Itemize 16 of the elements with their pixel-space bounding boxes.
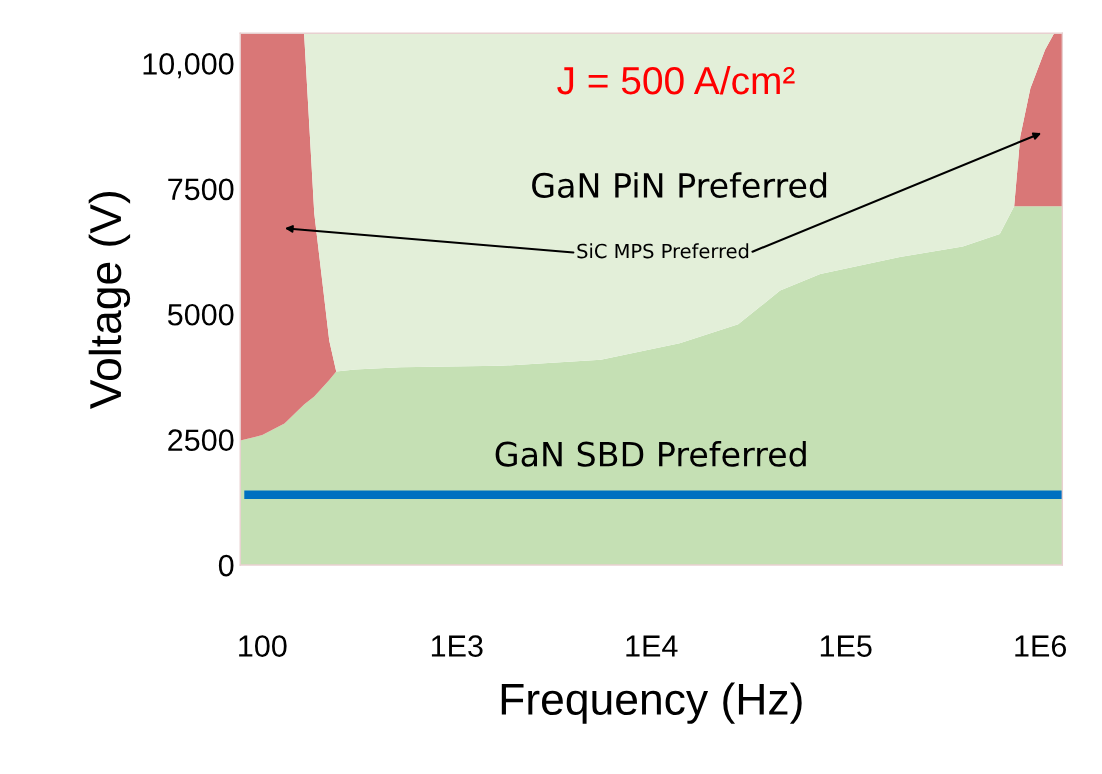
y-tick-label: 5000 [167, 303, 234, 326]
x-tick-label: 1E5 [820, 635, 872, 657]
y-tick-label: 0 [218, 554, 234, 577]
x-tick-label: 1E6 [1015, 635, 1067, 657]
series-label: GaN PiN Preferred [532, 172, 827, 198]
y-axis-title: Voltage (V) [88, 191, 131, 409]
text: J = 500 A/cm² [557, 65, 795, 95]
x-tick-label: 1E3 [431, 635, 483, 657]
x-tick-label: 100 [239, 635, 287, 657]
series-label: GaN SBD Preferred [495, 441, 806, 467]
x-tick-label: 1E4 [626, 635, 678, 657]
y-tick-label: 10,000 [143, 53, 234, 79]
x-axis-title: Frequency (Hz) [501, 682, 802, 724]
y-tick-label: 2500 [168, 429, 234, 451]
text: SiC MPS Preferred [577, 243, 749, 259]
y-tick-label: 7500 [168, 178, 234, 201]
